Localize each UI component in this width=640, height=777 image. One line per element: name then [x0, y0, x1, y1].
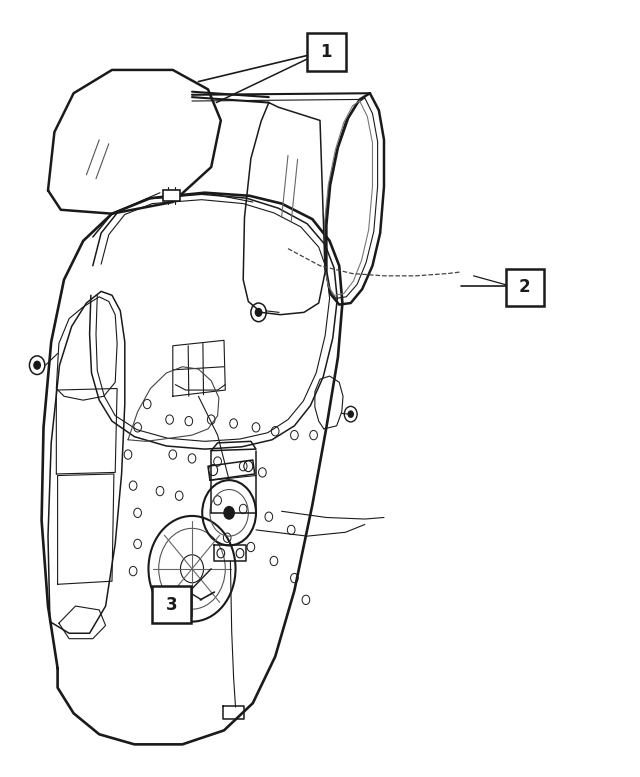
Text: 3: 3: [166, 595, 177, 614]
Bar: [163, 190, 180, 201]
Circle shape: [348, 411, 353, 417]
Text: 1: 1: [321, 43, 332, 61]
FancyBboxPatch shape: [506, 269, 544, 306]
FancyBboxPatch shape: [307, 33, 346, 71]
Circle shape: [224, 507, 234, 519]
Circle shape: [34, 361, 40, 369]
Text: 2: 2: [519, 278, 531, 297]
Circle shape: [255, 308, 262, 316]
FancyBboxPatch shape: [152, 586, 191, 623]
